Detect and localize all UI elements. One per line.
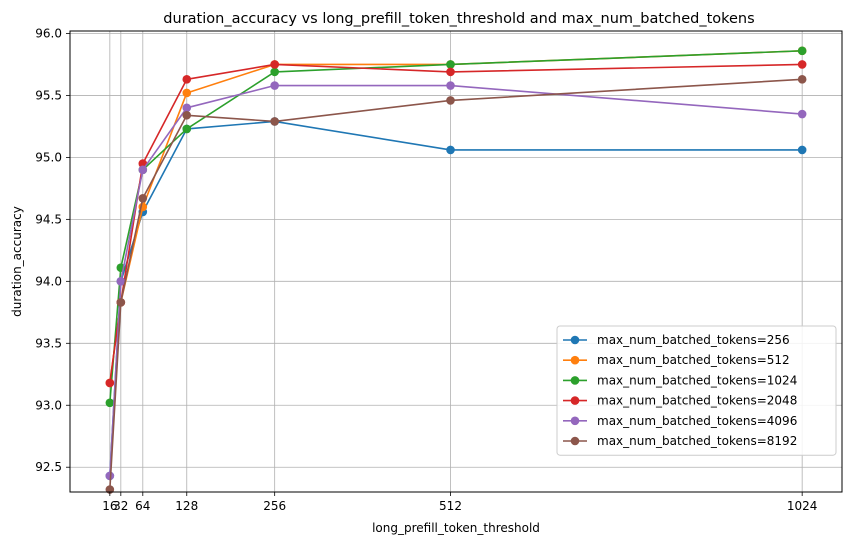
data-point (797, 145, 807, 155)
data-point (797, 60, 807, 69)
data-point (182, 103, 192, 113)
y-tick-label: 95.0 (35, 150, 62, 164)
legend-label: max_num_batched_tokens=512 (597, 353, 790, 367)
legend-entry: max_num_batched_tokens=4096 (563, 414, 797, 428)
data-point (270, 81, 279, 90)
x-tick-label: 512 (439, 499, 462, 513)
data-point (138, 165, 148, 175)
y-tick-label: 92.5 (35, 460, 62, 474)
series-5 (105, 81, 807, 481)
legend-entry: max_num_batched_tokens=1024 (563, 373, 797, 387)
data-point (446, 145, 455, 155)
x-tick-label: 256 (263, 499, 286, 513)
legend-entry: max_num_batched_tokens=2048 (563, 394, 797, 408)
data-point (116, 277, 126, 286)
x-axis-title: long_prefill_token_threshold (372, 521, 540, 535)
data-point (182, 75, 192, 84)
legend-label: max_num_batched_tokens=2048 (597, 394, 797, 408)
data-point (182, 124, 192, 134)
data-point (446, 96, 455, 105)
data-point (138, 193, 148, 203)
legend-label: max_num_batched_tokens=256 (597, 333, 790, 347)
data-point (446, 67, 455, 77)
y-tick-label: 94.5 (35, 212, 62, 226)
data-point (105, 398, 115, 408)
legend: max_num_batched_tokens=256 max_num_batche… (556, 325, 837, 456)
legend-entry: max_num_batched_tokens=512 (563, 353, 790, 367)
legend-marker (570, 376, 580, 385)
legend-entry: max_num_batched_tokens=256 (563, 333, 790, 347)
chart-title: duration_accuracy vs long_prefill_token_… (163, 11, 754, 27)
legend-marker (570, 335, 580, 345)
y-tick-label: 96.0 (35, 26, 62, 40)
data-point (797, 75, 807, 84)
data-point (182, 110, 192, 120)
series-layer (105, 46, 807, 494)
data-point (797, 46, 807, 56)
legend-label: max_num_batched_tokens=1024 (597, 373, 797, 387)
x-tick-label: 32 (113, 499, 128, 513)
y-tick-label: 94.0 (35, 274, 62, 288)
y-axis-title: duration_accuracy (10, 206, 24, 317)
x-tick-label: 16 (102, 499, 117, 513)
legend-marker (570, 355, 580, 365)
legend-label: max_num_batched_tokens=4096 (597, 414, 797, 428)
y-tick-label: 93.5 (35, 336, 62, 350)
x-tick-label: 64 (135, 499, 150, 513)
data-point (270, 117, 279, 126)
plot-area-frame (69, 30, 843, 493)
legend-marker (570, 436, 580, 446)
legend-label: max_num_batched_tokens=8192 (597, 434, 797, 448)
legend-marker (570, 416, 580, 426)
data-point (446, 60, 455, 69)
data-point (116, 298, 126, 307)
y-tick-label: 93.0 (35, 398, 62, 412)
data-point (105, 378, 115, 388)
data-point (446, 81, 455, 90)
legend-box (556, 325, 837, 456)
x-tick-label: 128 (175, 499, 198, 513)
y-tick-label: 95.5 (35, 88, 62, 102)
data-point (797, 109, 807, 119)
legend-marker (570, 396, 580, 405)
x-tick-label: 1024 (787, 499, 818, 513)
data-point (182, 88, 192, 98)
legend-entry: max_num_batched_tokens=8192 (563, 434, 797, 448)
data-point (270, 60, 279, 69)
data-point (270, 67, 279, 77)
